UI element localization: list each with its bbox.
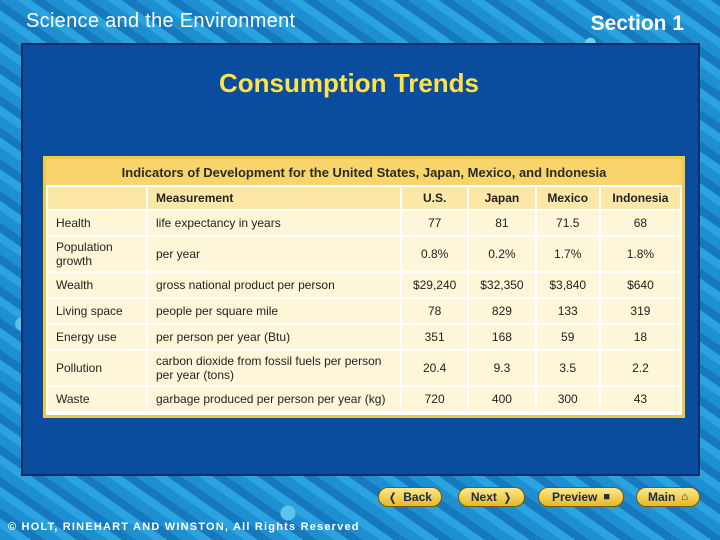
section-label: Section 1 <box>590 12 684 35</box>
value-cell: 68 <box>598 209 683 237</box>
preview-button-label: Preview <box>551 490 598 504</box>
main-button-label: Main <box>648 490 676 504</box>
back-button-label: Back <box>403 490 432 504</box>
value-cell: 300 <box>534 385 601 413</box>
value-cell: 43 <box>598 385 683 413</box>
measurement-cell: per person per year (Btu) <box>146 323 402 351</box>
value-cell: $640 <box>598 271 683 299</box>
value-cell: 0.8% <box>399 235 470 273</box>
measurement-cell: people per square mile <box>146 297 402 325</box>
value-cell: 18 <box>598 323 683 351</box>
measurement-cell: life expectancy in years <box>146 209 402 237</box>
value-cell: 78 <box>399 297 470 325</box>
value-cell: $3,840 <box>534 271 601 299</box>
table-row: Wealth gross national product per person… <box>46 271 683 299</box>
value-cell: 59 <box>534 323 601 351</box>
indicator-cell: Wealth <box>46 271 148 299</box>
value-cell: 168 <box>467 323 537 351</box>
indicator-cell: Health <box>46 209 148 237</box>
column-header: Mexico <box>534 185 601 211</box>
indicator-cell: Pollution <box>46 349 148 387</box>
copyright-notice: © HOLT, RINEHART AND WINSTON, All Rights… <box>8 521 360 533</box>
column-header <box>46 185 148 211</box>
indicator-cell: Living space <box>46 297 148 325</box>
preview-icon: ■ <box>603 491 611 503</box>
value-cell: 0.2% <box>467 235 537 273</box>
value-cell: 77 <box>399 209 470 237</box>
back-button[interactable]: ❬ Back <box>378 487 442 507</box>
measurement-cell: carbon dioxide from fossil fuels per per… <box>146 349 402 387</box>
value-cell: 1.8% <box>598 235 683 273</box>
measurement-cell: gross national product per person <box>146 271 402 299</box>
column-header: Indonesia <box>598 185 683 211</box>
table-row: Waste garbage produced per person per ye… <box>46 385 683 413</box>
table-row: Health life expectancy in years 77 81 71… <box>46 209 683 237</box>
table-row: Population growth per year 0.8% 0.2% 1.7… <box>46 235 683 273</box>
indicators-table-frame: Indicators of Development for the United… <box>43 156 685 418</box>
value-cell: 71.5 <box>534 209 601 237</box>
table-header-row: Measurement U.S. Japan Mexico Indonesia <box>46 185 683 211</box>
header-title: Science and the Environment <box>26 10 296 32</box>
home-icon: ⌂ <box>681 491 688 503</box>
table-caption: Indicators of Development for the United… <box>46 159 682 185</box>
value-cell: 829 <box>467 297 537 325</box>
value-cell: 81 <box>467 209 537 237</box>
value-cell: 720 <box>399 385 470 413</box>
preview-button[interactable]: Preview ■ <box>538 487 624 507</box>
value-cell: 1.7% <box>534 235 601 273</box>
indicator-cell: Waste <box>46 385 148 413</box>
main-button[interactable]: Main ⌂ <box>636 487 700 507</box>
indicator-cell: Energy use <box>46 323 148 351</box>
measurement-cell: garbage produced per person per year (kg… <box>146 385 402 413</box>
value-cell: 351 <box>399 323 470 351</box>
indicator-cell: Population growth <box>46 235 148 273</box>
value-cell: 9.3 <box>467 349 537 387</box>
next-button-label: Next <box>470 490 497 504</box>
value-cell: 3.5 <box>534 349 601 387</box>
column-header: Japan <box>467 185 537 211</box>
value-cell: $32,350 <box>467 271 537 299</box>
value-cell: 319 <box>598 297 683 325</box>
table-row: Pollution carbon dioxide from fossil fue… <box>46 349 683 387</box>
value-cell: 133 <box>534 297 601 325</box>
table-row: Energy use per person per year (Btu) 351… <box>46 323 683 351</box>
value-cell: $29,240 <box>399 271 470 299</box>
chevron-right-icon: ❭ <box>502 491 513 504</box>
next-button[interactable]: Next ❭ <box>458 487 525 507</box>
column-header: U.S. <box>399 185 470 211</box>
value-cell: 400 <box>467 385 537 413</box>
indicators-table: Measurement U.S. Japan Mexico Indonesia … <box>46 185 683 413</box>
value-cell: 2.2 <box>598 349 683 387</box>
value-cell: 20.4 <box>399 349 470 387</box>
chevron-left-icon: ❬ <box>388 491 398 504</box>
slide-title: Consumption Trends <box>219 68 479 98</box>
column-header: Measurement <box>146 185 402 211</box>
table-row: Living space people per square mile 78 8… <box>46 297 683 325</box>
measurement-cell: per year <box>146 235 402 273</box>
